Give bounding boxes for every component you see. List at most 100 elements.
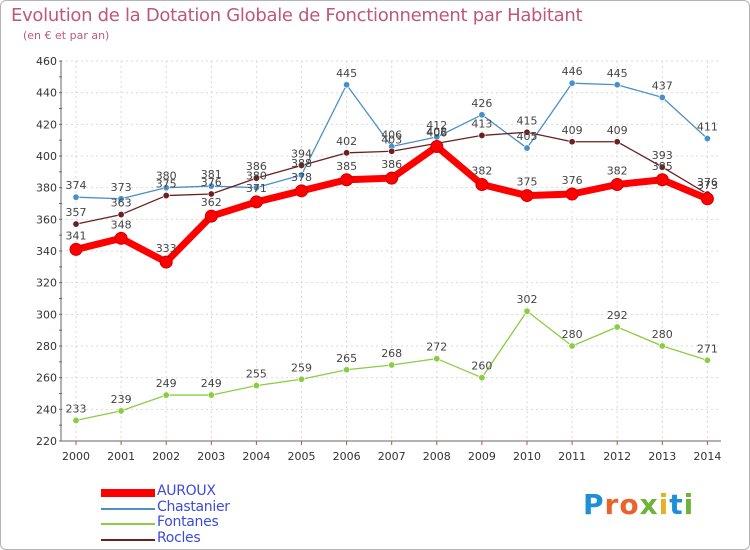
data-point-fontanes (433, 355, 441, 363)
legend-label-auroux: AUROUX (157, 483, 216, 499)
data-point-chastanier (297, 171, 305, 179)
x-tick-label: 2005 (288, 450, 316, 463)
data-label-chastanier: 406 (381, 129, 402, 142)
legend-label-chastanier: Chastanier (157, 499, 230, 515)
data-label-chastanier: 445 (607, 67, 628, 80)
x-tick-label: 2008 (423, 450, 451, 463)
data-label-rocles: 386 (246, 160, 267, 173)
x-tick-label: 2009 (468, 450, 496, 463)
x-tick-label: 2004 (242, 450, 270, 463)
data-label-fontanes: 239 (111, 393, 132, 406)
logo-letter: o (619, 488, 640, 521)
data-label-auroux: 375 (517, 176, 538, 189)
data-point-auroux (249, 195, 263, 209)
data-point-fontanes (72, 416, 80, 424)
data-point-auroux (340, 173, 354, 187)
y-tick-label: 300 (36, 308, 57, 321)
y-tick-label: 460 (36, 55, 57, 68)
data-label-chastanier: 388 (291, 157, 312, 170)
x-tick-label: 2012 (603, 450, 631, 463)
x-tick-label: 2001 (107, 450, 135, 463)
y-tick-label: 240 (36, 403, 57, 416)
data-point-rocles (658, 163, 666, 171)
data-point-fontanes (568, 342, 576, 350)
data-point-fontanes (162, 391, 170, 399)
x-tick-label: 2006 (333, 450, 361, 463)
data-point-chastanier (478, 111, 486, 119)
data-label-chastanier: 380 (156, 170, 177, 183)
data-label-rocles: 363 (111, 197, 132, 210)
data-label-auroux: 382 (607, 165, 628, 178)
data-label-rocles: 376 (201, 176, 222, 189)
y-tick-label: 420 (36, 118, 57, 131)
data-point-rocles (207, 190, 215, 198)
data-label-auroux: 348 (111, 218, 132, 231)
data-label-auroux: 362 (201, 196, 222, 209)
data-label-fontanes: 233 (66, 402, 87, 415)
data-label-rocles: 393 (652, 149, 673, 162)
data-point-auroux (430, 140, 444, 153)
data-label-auroux: 382 (471, 165, 492, 178)
data-point-rocles (117, 211, 125, 219)
y-tick-label: 280 (36, 340, 57, 353)
logo-letter: r (604, 488, 620, 521)
logo-letter: i (658, 488, 670, 521)
x-tick-label: 2000 (62, 450, 90, 463)
logo-letter: x (639, 488, 659, 521)
data-label-rocles: 409 (607, 124, 628, 137)
data-label-chastanier: 374 (66, 179, 87, 192)
legend-label-fontanes: Fontanes (157, 514, 219, 530)
data-point-auroux (69, 242, 83, 256)
data-label-rocles: 402 (336, 135, 357, 148)
data-label-auroux: 341 (66, 229, 87, 242)
legend-swatch-fontanes (101, 523, 155, 525)
data-point-auroux (114, 231, 128, 245)
data-label-chastanier: 381 (201, 168, 222, 181)
data-point-fontanes (478, 374, 486, 382)
data-point-fontanes (252, 382, 260, 390)
data-label-rocles: 413 (471, 117, 492, 130)
y-tick-label: 380 (36, 182, 57, 195)
data-point-chastanier (72, 193, 80, 201)
data-label-rocles: 394 (291, 148, 312, 161)
data-label-fontanes: 302 (517, 293, 538, 306)
data-label-fontanes: 292 (607, 309, 628, 322)
data-label-chastanier: 446 (562, 65, 583, 78)
data-label-rocles: 415 (517, 114, 538, 127)
x-tick-label: 2002 (152, 450, 180, 463)
x-tick-label: 2007 (378, 450, 406, 463)
data-point-auroux (475, 178, 489, 191)
data-point-auroux (610, 178, 624, 191)
data-point-chastanier (568, 79, 576, 87)
data-label-fontanes: 265 (336, 352, 357, 365)
grid-lines (61, 60, 721, 442)
data-point-chastanier (523, 144, 531, 152)
logo-letter: t (669, 488, 684, 521)
data-label-rocles: 408 (426, 125, 447, 138)
data-label-chastanier: 405 (517, 130, 538, 143)
data-label-fontanes: 268 (381, 347, 402, 360)
data-point-rocles (568, 138, 576, 146)
data-label-chastanier: 411 (697, 121, 718, 134)
data-label-chastanier: 373 (111, 181, 132, 194)
chart-title: Evolution de la Dotation Globale de Fonc… (11, 5, 583, 26)
legend-label-rocles: Rocles (157, 530, 201, 546)
chart-subtitle: (en € et par an) (23, 29, 110, 42)
data-point-rocles (478, 131, 486, 139)
legend-swatch-auroux (101, 489, 155, 497)
data-point-auroux (159, 255, 173, 269)
data-point-fontanes (207, 391, 215, 399)
data-point-auroux (520, 189, 534, 203)
data-point-chastanier (613, 81, 621, 89)
axes: 220 240 260 280 300 320 340 360 380 400 420 440 460 2… (36, 55, 721, 463)
data-point-chastanier (343, 81, 351, 89)
legend-swatch-rocles (101, 539, 155, 541)
data-labels: 233 239 249 249 255 259 265 268 272 260 302 280 292 2… (66, 65, 718, 415)
y-tick-label: 340 (36, 245, 57, 258)
proxiti-logo: Proxiti (583, 488, 694, 521)
data-label-chastanier: 380 (246, 170, 267, 183)
data-point-chastanier (252, 184, 260, 192)
data-point-chastanier (162, 184, 170, 192)
x-tick-label: 2013 (648, 450, 676, 463)
